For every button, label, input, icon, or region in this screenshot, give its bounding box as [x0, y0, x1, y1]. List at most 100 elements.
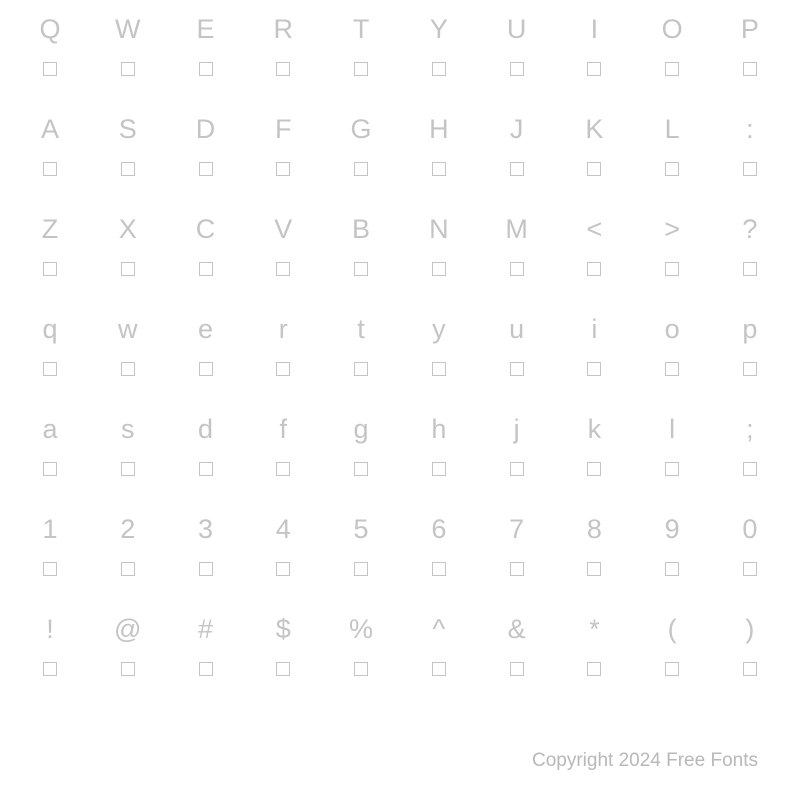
empty-glyph-box: [743, 462, 757, 476]
char-cell: ): [718, 614, 782, 645]
box-cell: [329, 562, 393, 576]
empty-glyph-box: [43, 662, 57, 676]
char-cell: p: [718, 314, 782, 345]
glyph: T: [353, 14, 370, 45]
glyph: M: [505, 214, 528, 245]
char-cell: G: [329, 114, 393, 145]
char-cell: u: [485, 314, 549, 345]
box-cell: [485, 462, 549, 476]
char-cell: l: [640, 414, 704, 445]
empty-glyph-box: [587, 162, 601, 176]
box-cell: [640, 62, 704, 76]
empty-glyph-box: [587, 662, 601, 676]
box-cell: [718, 562, 782, 576]
box-cell: [174, 262, 238, 276]
empty-glyph-box: [665, 662, 679, 676]
char-cell: 0: [718, 514, 782, 545]
glyph: i: [591, 314, 597, 345]
empty-glyph-box: [432, 462, 446, 476]
char-cell: A: [18, 114, 82, 145]
empty-glyph-box: [510, 562, 524, 576]
box-cell: [640, 262, 704, 276]
char-cell: V: [251, 214, 315, 245]
empty-glyph-box: [276, 562, 290, 576]
box-cell: [485, 262, 549, 276]
glyph: F: [275, 114, 292, 145]
char-row: ASDFGHJKL:: [18, 110, 782, 148]
empty-glyph-box: [665, 262, 679, 276]
char-cell: U: [485, 14, 549, 45]
glyph: t: [357, 314, 365, 345]
char-cell: s: [96, 414, 160, 445]
glyph: V: [274, 214, 292, 245]
glyph: <: [586, 214, 602, 245]
char-cell: h: [407, 414, 471, 445]
char-cell: C: [174, 214, 238, 245]
box-cell: [174, 562, 238, 576]
empty-glyph-box: [354, 562, 368, 576]
glyph: s: [121, 414, 135, 445]
box-cell: [407, 62, 471, 76]
glyph: 8: [587, 514, 602, 545]
char-cell: *: [562, 614, 626, 645]
box-cell: [18, 562, 82, 576]
char-cell: i: [562, 314, 626, 345]
empty-glyph-box: [510, 462, 524, 476]
glyph: Y: [430, 14, 448, 45]
box-row: [18, 150, 782, 188]
glyph: L: [665, 114, 680, 145]
box-cell: [174, 362, 238, 376]
char-cell: d: [174, 414, 238, 445]
char-cell: 4: [251, 514, 315, 545]
box-cell: [640, 362, 704, 376]
empty-glyph-box: [510, 62, 524, 76]
empty-glyph-box: [199, 662, 213, 676]
glyph: N: [429, 214, 449, 245]
glyph: %: [349, 614, 373, 645]
char-cell: 5: [329, 514, 393, 545]
char-cell: j: [485, 414, 549, 445]
box-cell: [96, 562, 160, 576]
glyph: q: [42, 314, 57, 345]
box-row: [18, 50, 782, 88]
glyph: P: [741, 14, 759, 45]
box-cell: [251, 62, 315, 76]
box-cell: [96, 62, 160, 76]
box-cell: [718, 162, 782, 176]
empty-glyph-box: [121, 262, 135, 276]
box-cell: [329, 662, 393, 676]
char-cell: 8: [562, 514, 626, 545]
char-cell: r: [251, 314, 315, 345]
empty-glyph-box: [199, 362, 213, 376]
char-cell: !: [18, 614, 82, 645]
box-cell: [640, 662, 704, 676]
char-cell: o: [640, 314, 704, 345]
glyph: >: [664, 214, 680, 245]
glyph: #: [198, 614, 213, 645]
glyph: H: [429, 114, 449, 145]
char-cell: :: [718, 114, 782, 145]
empty-glyph-box: [121, 662, 135, 676]
char-cell: <: [562, 214, 626, 245]
char-cell: g: [329, 414, 393, 445]
char-cell: t: [329, 314, 393, 345]
box-cell: [407, 162, 471, 176]
glyph: O: [662, 14, 683, 45]
empty-glyph-box: [432, 62, 446, 76]
char-cell: I: [562, 14, 626, 45]
copyright-text: Copyright 2024 Free Fonts: [532, 750, 758, 772]
box-cell: [562, 262, 626, 276]
empty-glyph-box: [510, 162, 524, 176]
char-cell: 7: [485, 514, 549, 545]
box-cell: [640, 162, 704, 176]
glyph: h: [431, 414, 446, 445]
box-cell: [485, 362, 549, 376]
char-cell: X: [96, 214, 160, 245]
box-cell: [18, 162, 82, 176]
char-row: QWERTYUIOP: [18, 10, 782, 48]
box-cell: [407, 462, 471, 476]
char-cell: L: [640, 114, 704, 145]
char-cell: f: [251, 414, 315, 445]
glyph: y: [432, 314, 446, 345]
box-cell: [562, 62, 626, 76]
